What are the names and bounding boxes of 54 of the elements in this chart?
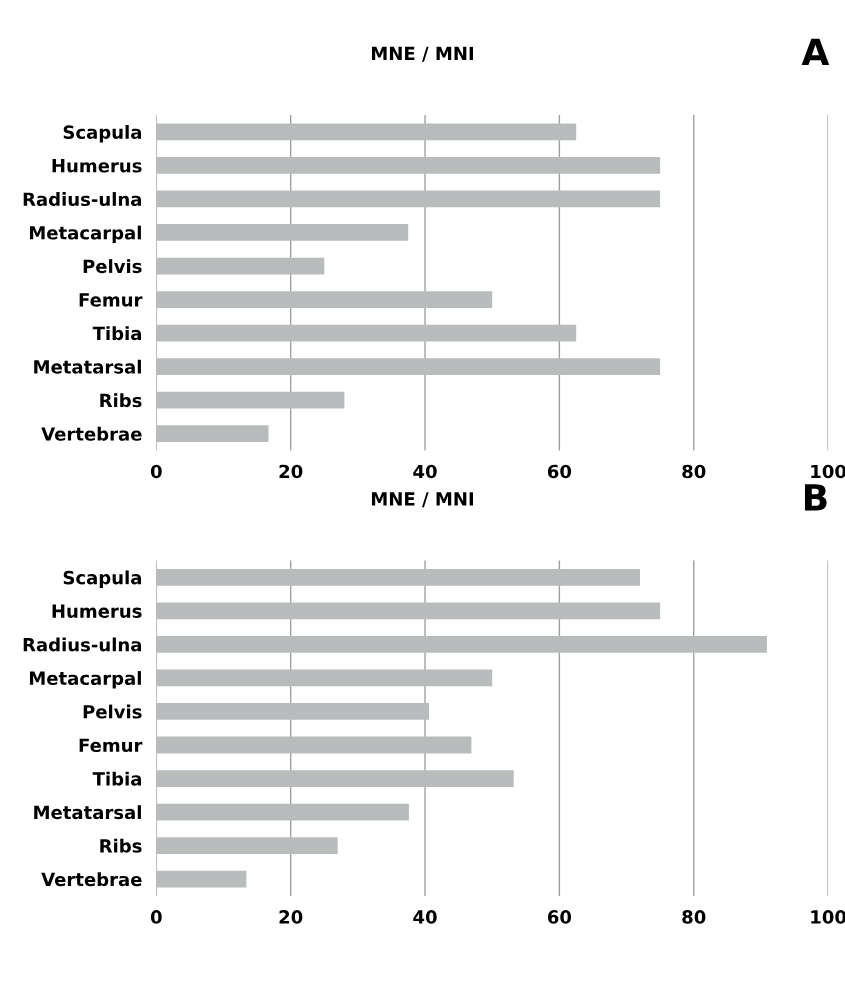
y-tick-label: Humerus [52,604,142,618]
x-tick-label: 0 [150,910,162,924]
bar [156,190,661,208]
y-tick-label: Pelvis [83,259,142,274]
y-tick-label: Metatarsal [34,359,141,374]
x-tick-label: 40 [413,464,437,479]
y-tick-label: Scapula [63,125,142,143]
bar [156,636,767,653]
y-tick-label: Femur [79,738,143,753]
y-tick-label: Radius-ulna [23,192,142,207]
bar [156,224,409,241]
bar [156,870,247,888]
y-tick-label: Metacarpal [29,671,141,689]
x-tick-label: 60 [547,910,572,924]
y-tick-label: Humerus [52,159,142,173]
y-tick-label: Ribs [100,393,142,408]
bar [156,568,640,586]
x-tick-label: 40 [413,910,437,924]
y-tick-label: Vertebrae [41,426,142,441]
bar [156,123,577,141]
y-tick-label: Vertebrae [41,872,142,887]
x-tick-label: 20 [279,464,303,479]
bar [156,324,577,342]
chart-title: MNE / MNI [371,46,474,62]
bar [156,602,661,620]
x-tick-label: 60 [547,464,572,479]
bar [156,391,345,409]
bar [156,425,269,443]
bar [156,257,325,275]
bar [156,803,409,821]
bar [156,837,338,854]
text: A [801,38,830,66]
bar [156,291,493,308]
y-tick-label: Tibia [92,771,142,786]
x-tick-label: 80 [682,910,706,924]
y-tick-label: Radius-ulna [23,637,142,652]
y-tick-label: Metacarpal [29,225,141,244]
chart-title: MNE / MNI [371,492,474,508]
y-tick-label: Ribs [100,838,142,853]
x-tick-label: 20 [279,910,303,924]
y-tick-label: Metatarsal [34,805,141,820]
bar [156,157,661,174]
y-tick-label: Femur [79,293,143,307]
y-tick-label: Tibia [92,326,142,341]
y-tick-label: Pelvis [83,704,142,719]
x-tick-label: 0 [150,464,162,479]
text: B [804,484,827,511]
bar [156,736,472,754]
y-tick-label: Scapula [63,570,142,588]
bar [156,358,661,375]
x-tick-label: 80 [682,464,706,479]
bar [156,669,493,687]
bar [156,703,430,720]
bar [156,770,514,787]
